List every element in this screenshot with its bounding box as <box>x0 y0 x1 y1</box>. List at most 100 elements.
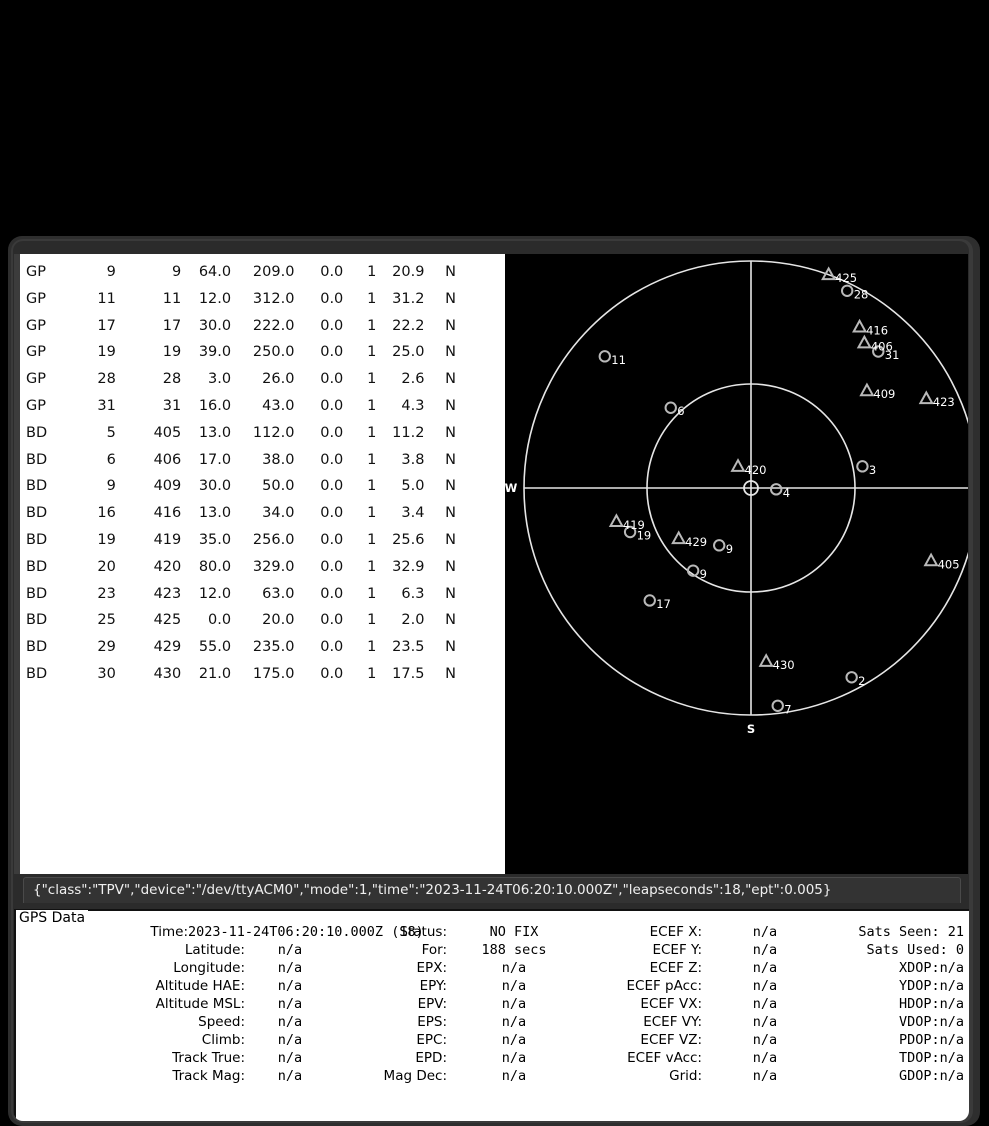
satellite-marker-9b[interactable]: 9 <box>686 564 707 581</box>
table-row[interactable]: BD 29 429 55.0 235.0 0.0 1 23.5 N <box>26 634 456 661</box>
cell-azim: 50.0 <box>262 478 295 495</box>
satellite-marker-2[interactable]: 2 <box>845 671 865 688</box>
satellite-table-scrollbar[interactable] <box>14 254 20 874</box>
gps-satellite-circle-icon <box>769 483 783 496</box>
cell-prn: 23 <box>97 585 116 602</box>
table-row[interactable]: BD 19 419 35.0 256.0 0.0 1 25.6 N <box>26 527 456 554</box>
table-row[interactable]: BD 6 406 17.0 38.0 0.0 1 3.8 N <box>26 447 456 474</box>
satellite-label: 28 <box>854 287 869 301</box>
cell-azim: 63.0 <box>262 585 295 602</box>
satellite-label: 6 <box>677 404 684 418</box>
satellite-marker-419[interactable]: 419 <box>608 513 645 532</box>
cell-cno: 31.2 <box>392 290 425 307</box>
table-row[interactable]: GP 17 17 30.0 222.0 0.0 1 22.2 N <box>26 313 456 340</box>
gps-field-value: n/a <box>277 942 303 958</box>
table-row[interactable]: BD 9 409 30.0 50.0 0.0 1 5.0 N <box>26 473 456 500</box>
table-row[interactable]: GP 11 11 12.0 312.0 0.0 1 31.2 N <box>26 286 456 313</box>
gps-field-label: EPX: <box>416 960 447 976</box>
cell-prn: 5 <box>106 424 116 441</box>
satellite-marker-409[interactable]: 409 <box>859 382 895 402</box>
gps-satellite-circle-icon <box>872 345 885 358</box>
satellite-marker-429[interactable]: 429 <box>671 530 707 549</box>
cell-flag: N <box>445 585 456 602</box>
satellite-marker-420[interactable]: 420 <box>730 458 767 477</box>
satellite-label: 416 <box>866 323 888 337</box>
gps-field-value: 188 secs <box>481 942 547 958</box>
satellite-marker-423[interactable]: 423 <box>918 390 955 409</box>
gps-satellite-circle-icon <box>598 350 611 363</box>
gps-summary-field: HDOP:n/a <box>898 996 964 1012</box>
gps-field-label: Grid: <box>669 1068 702 1084</box>
cell-used: 1 <box>367 531 377 548</box>
satellite-marker-11[interactable]: 11 <box>598 350 626 367</box>
gps-field-label: For: <box>421 942 447 958</box>
gps-field-value: n/a <box>501 1014 527 1030</box>
table-row[interactable]: BD 23 423 12.0 63.0 0.0 1 6.3 N <box>26 581 456 608</box>
table-row[interactable]: GP 9 9 64.0 209.0 0.0 1 20.9 N <box>26 259 456 286</box>
table-row[interactable]: GP 31 31 16.0 43.0 0.0 1 4.3 N <box>26 393 456 420</box>
beidou-satellite-triangle-icon <box>730 458 746 472</box>
cell-flag: N <box>445 639 456 656</box>
satellite-marker-430[interactable]: 430 <box>758 653 795 672</box>
cell-prn: 9 <box>106 264 116 280</box>
table-row[interactable]: BD 5 405 13.0 112.0 0.0 1 11.2 N <box>26 420 456 447</box>
satellite-marker-3[interactable]: 3 <box>856 460 876 477</box>
gps-satellite-circle-icon <box>845 671 858 684</box>
cell-used: 1 <box>367 585 377 602</box>
cell-svid: 429 <box>153 639 182 656</box>
gps-field-value: n/a <box>277 1050 303 1066</box>
satellite-label: 429 <box>685 535 707 549</box>
gps-field-value: n/a <box>752 1050 778 1066</box>
gps-data-row: Longitude: n/a EPX: n/a ECEF Z: n/a XDOP:n/a <box>20 959 964 977</box>
satellite-marker-405[interactable]: 405 <box>923 552 960 572</box>
table-row[interactable]: BD 20 420 80.0 329.0 0.0 1 32.9 N <box>26 554 456 581</box>
gps-summary-field: VDOP:n/a <box>898 1014 964 1030</box>
cell-cno: 2.0 <box>401 612 425 629</box>
gps-field-label: ECEF pAcc: <box>626 978 702 994</box>
table-row[interactable]: GP 19 19 39.0 250.0 0.0 1 25.0 N <box>26 339 456 366</box>
table-row[interactable]: BD 30 430 21.0 175.0 0.0 1 17.5 N <box>26 661 456 688</box>
satellite-marker-7[interactable]: 7 <box>771 699 792 717</box>
satellite-table-panel[interactable]: GP 9 9 64.0 209.0 0.0 1 20.9 N GP 11 11 12.0 312.0 0.0… <box>14 254 505 874</box>
cell-ss: 0.0 <box>320 344 344 361</box>
satellite-marker-28[interactable]: 28 <box>840 284 869 302</box>
cell-svid: 405 <box>153 424 182 441</box>
cell-svid: 430 <box>153 665 182 682</box>
table-row[interactable]: BD 16 416 13.0 34.0 0.0 1 3.4 N <box>26 500 456 527</box>
gps-field-value: n/a <box>277 1068 303 1084</box>
satellite-marker-406[interactable]: 406 <box>856 334 893 354</box>
satellite-marker-6[interactable]: 6 <box>664 401 685 419</box>
skyview-panel[interactable]: NSWE911171928312346794054064094164194204… <box>505 254 968 874</box>
cell-svid: 425 <box>153 612 182 629</box>
table-row[interactable]: BD 25 425 0.0 20.0 0.0 1 2.0 N <box>26 607 456 634</box>
cell-gnss: GP <box>26 397 46 414</box>
satellite-marker-17[interactable]: 17 <box>643 594 671 611</box>
cell-cno: 22.2 <box>392 317 425 334</box>
cell-flag: N <box>445 264 456 280</box>
cell-azim: 329.0 <box>252 558 295 575</box>
gps-summary-field: Sats Used: 0 <box>866 942 964 958</box>
satellite-table: GP 9 9 64.0 209.0 0.0 1 20.9 N GP 11 11 12.0 312.0 0.0… <box>26 259 456 688</box>
cell-svid: 19 <box>162 344 182 361</box>
cell-cno: 25.0 <box>392 344 425 361</box>
cell-prn: 6 <box>106 451 116 468</box>
gps-data-groupbox: GPS Data Time: 2023-11-24T06:20:10.000Z (… <box>14 909 969 1121</box>
satellite-marker-31[interactable]: 31 <box>872 345 899 362</box>
gps-summary-field: Sats Seen: 21 <box>858 924 964 940</box>
satellite-marker-416[interactable]: 416 <box>852 318 888 338</box>
satellite-marker-19[interactable]: 19 <box>623 525 651 543</box>
gps-field-value: n/a <box>752 1068 778 1084</box>
satellite-marker-4[interactable]: 4 <box>769 483 790 500</box>
gps-field-label: Latitude: <box>184 942 245 958</box>
cell-used: 1 <box>367 639 377 656</box>
gps-field-value: n/a <box>277 1014 303 1030</box>
satellite-marker-425[interactable]: 425 <box>821 266 857 285</box>
table-row[interactable]: GP 28 28 3.0 26.0 0.0 1 2.6 N <box>26 366 456 393</box>
satellite-label: 17 <box>656 597 671 611</box>
cell-cno: 17.5 <box>392 665 425 682</box>
satellite-label: 420 <box>745 463 767 477</box>
satellite-marker-9[interactable]: 9 <box>713 539 733 556</box>
cell-used: 1 <box>367 371 377 388</box>
gps-field-value: n/a <box>752 1032 778 1048</box>
cardinal-label-west: W <box>505 481 518 495</box>
